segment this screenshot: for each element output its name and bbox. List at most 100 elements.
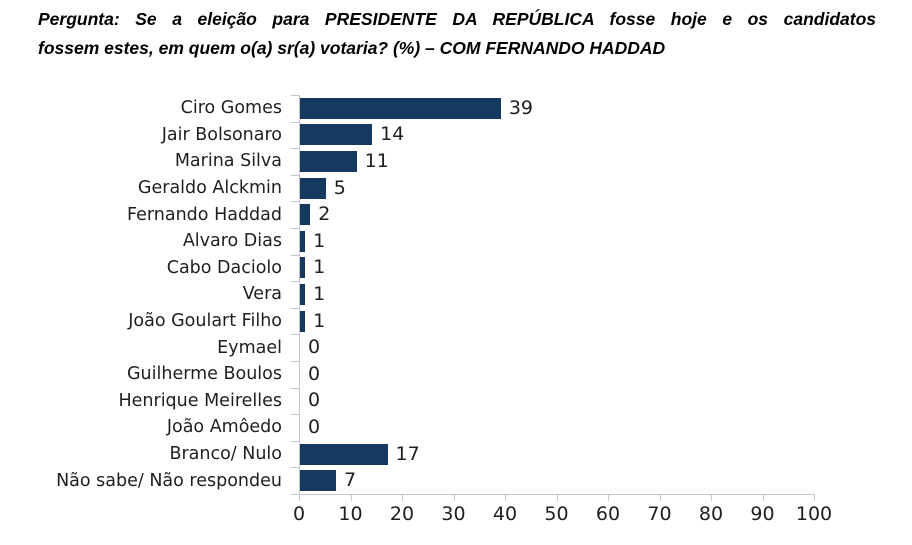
y-axis-tick: [291, 414, 299, 415]
x-axis-tick-label: 30: [441, 503, 466, 525]
bar-track: 1: [300, 281, 815, 308]
y-axis-tick: [291, 175, 299, 176]
y-axis-tick: [291, 308, 299, 309]
y-axis-tick: [291, 361, 299, 362]
category-label: João Goulart Filho: [128, 311, 282, 332]
y-axis-tick: [291, 494, 299, 495]
bar: [300, 443, 388, 465]
value-label: 1: [313, 256, 326, 279]
category-label: Marina Silva: [174, 151, 282, 172]
x-axis-tick-label: 70: [647, 503, 672, 525]
bar: [300, 470, 337, 492]
y-axis-tick: [291, 281, 299, 282]
x-axis-line: [299, 494, 815, 495]
value-label: 1: [313, 309, 326, 332]
chart-row: Marina Silva 11: [0, 148, 815, 175]
bar-track: 11: [300, 148, 815, 175]
category-label: Henrique Meirelles: [118, 390, 282, 411]
category-label: João Amôedo: [166, 417, 282, 438]
bar: [300, 310, 306, 332]
x-axis-tick: [505, 495, 506, 501]
value-label: 5: [333, 176, 346, 199]
bar-track: 5: [300, 175, 815, 202]
x-axis-tick: [814, 495, 815, 501]
value-label: 7: [344, 469, 357, 492]
value-label: 0: [308, 362, 321, 385]
category-label: Guilherme Boulos: [127, 364, 282, 385]
y-axis-tick: [291, 122, 299, 123]
y-axis-tick: [291, 334, 299, 335]
y-axis-tick: [291, 148, 299, 149]
x-axis-tick: [402, 495, 403, 501]
chart-row: João Amôedo 0: [0, 414, 815, 441]
chart-row: Cabo Daciolo 1: [0, 255, 815, 282]
title-line-2: fossem estes, em quem o(a) sr(a) votaria…: [38, 38, 666, 58]
x-axis-tick-label: 90: [750, 503, 775, 525]
bar: [300, 124, 373, 146]
value-label: 17: [395, 442, 420, 465]
category-label: Vera: [242, 284, 282, 305]
chart-row: Não sabe/ Não respondeu 7: [0, 467, 815, 494]
bar: [300, 257, 306, 279]
bar: [300, 97, 501, 119]
x-axis-tick: [762, 495, 764, 501]
chart-question-title: Pergunta: Se a eleição para PRESIDENTE D…: [38, 5, 876, 63]
category-label: Branco/ Nulo: [169, 444, 282, 465]
bar-track: 1: [300, 228, 815, 255]
y-axis-tick: [291, 201, 299, 202]
bar-track: 0: [300, 388, 815, 415]
chart-rows: Ciro Gomes 39 Jair Bolsonaro 14 Marina Silva…: [0, 95, 815, 494]
chart-row: Ciro Gomes 39: [0, 95, 815, 122]
y-axis-tick: [291, 95, 299, 96]
chart-row: Eymael 0: [0, 334, 815, 361]
chart-row: Guilherme Boulos 0: [0, 361, 815, 388]
bar-track: 7: [300, 467, 815, 494]
value-label: 1: [313, 229, 326, 252]
value-label: 1: [313, 282, 326, 305]
x-axis-tick-label: 20: [389, 503, 415, 525]
category-label: Não sabe/ Não respondeu: [56, 470, 282, 491]
bar-track: 1: [300, 308, 815, 335]
bar-track: 1: [300, 255, 815, 282]
bar-track: 2: [300, 201, 815, 228]
x-axis-tick-label: 60: [595, 503, 621, 525]
chart-row: Henrique Meirelles 0: [0, 388, 815, 415]
chart-row: João Goulart Filho 1: [0, 308, 815, 335]
bar-track: 17: [300, 441, 815, 468]
bar: [300, 230, 306, 252]
x-axis-tick: [711, 495, 712, 501]
bar-track: 0: [300, 361, 815, 388]
x-axis-tick-label: 100: [795, 503, 833, 525]
x-axis-tick-label: 40: [492, 503, 518, 525]
bar-track: 39: [300, 95, 815, 122]
bar-track: 14: [300, 122, 815, 149]
chart-row: Geraldo Alckmin 5: [0, 175, 815, 202]
y-axis-tick: [291, 441, 299, 442]
x-axis-tick-label: 10: [338, 503, 363, 525]
x-axis-tick-label: 0: [292, 503, 306, 525]
x-axis-tick-label: 50: [544, 503, 569, 525]
x-axis-tick: [453, 495, 455, 501]
value-label: 39: [508, 96, 534, 119]
x-axis-tick: [299, 495, 300, 501]
chart-row: Vera 1: [0, 281, 815, 308]
value-label: 0: [308, 389, 321, 412]
y-axis-line: [299, 95, 300, 494]
category-label: Cabo Daciolo: [166, 257, 282, 278]
y-axis-tick: [291, 255, 299, 256]
chart-row: Fernando Haddad 2: [0, 201, 815, 228]
category-label: Fernando Haddad: [127, 204, 282, 225]
x-axis-tick: [350, 495, 352, 501]
value-label: 2: [318, 203, 331, 226]
x-axis-tick: [608, 495, 609, 501]
x-axis-tick: [556, 495, 558, 501]
category-label: Geraldo Alckmin: [137, 178, 282, 199]
title-line-1: Pergunta: Se a eleição para PRESIDENTE D…: [38, 9, 876, 29]
chart-row: Jair Bolsonaro 14: [0, 122, 815, 149]
y-axis-tick: [291, 228, 299, 229]
y-axis-tick: [291, 388, 299, 389]
bar: [300, 283, 306, 305]
value-label: 14: [380, 123, 405, 146]
bar-chart: Ciro Gomes 39 Jair Bolsonaro 14 Marina Silva…: [0, 95, 912, 545]
